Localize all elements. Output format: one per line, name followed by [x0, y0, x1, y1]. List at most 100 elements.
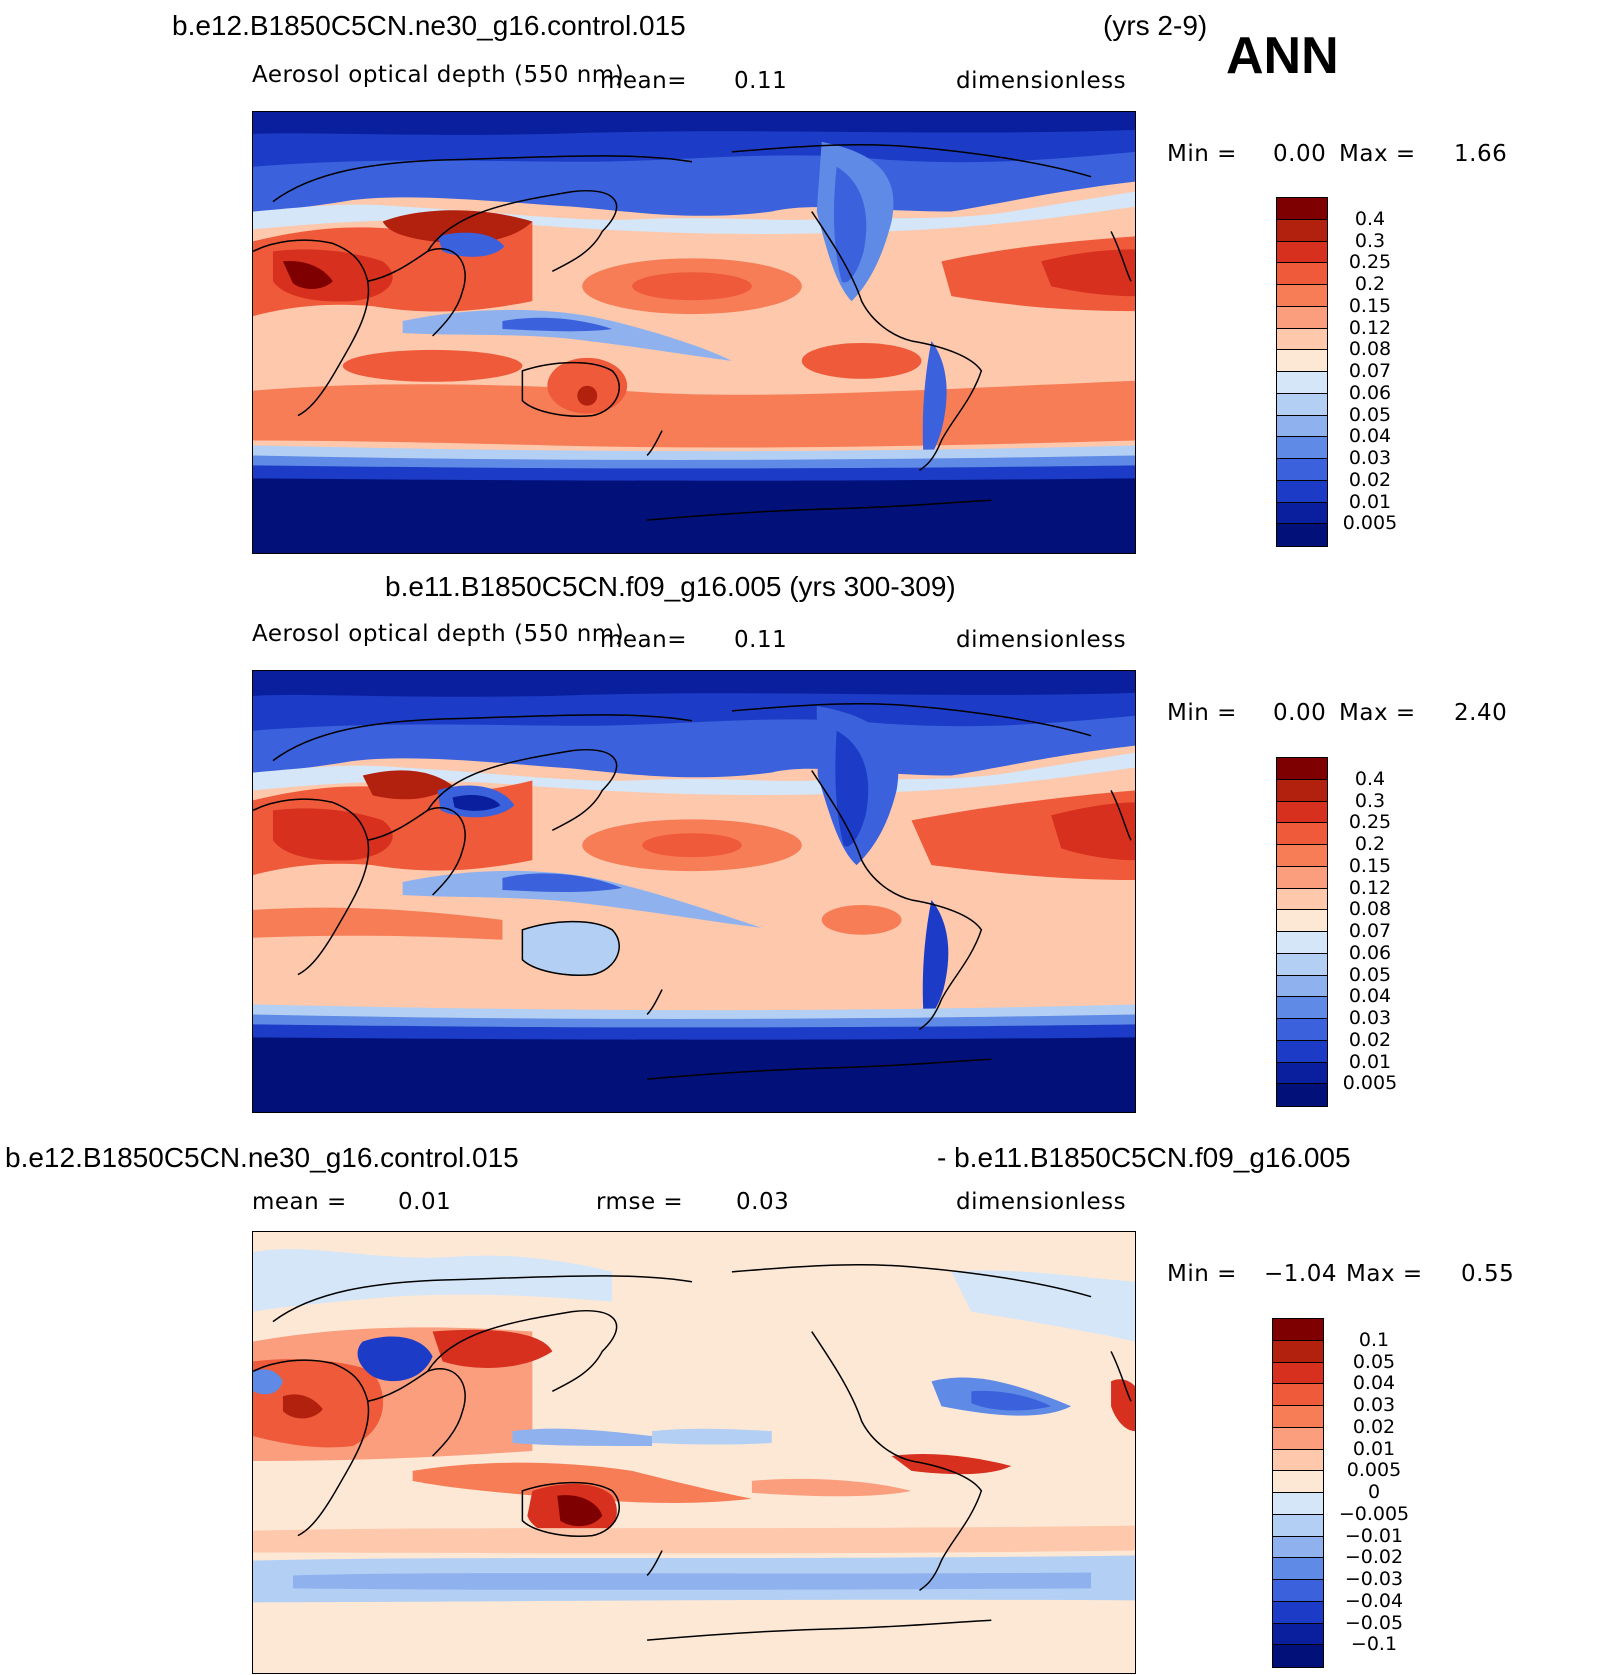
panel3-rmse-label: rmse =: [596, 1189, 684, 1215]
colorbar-label: 0.06: [1348, 381, 1392, 404]
panel3-mean-label: mean =: [252, 1189, 347, 1215]
panel1-max-label: Max =: [1339, 141, 1416, 167]
panel3-mean-value: 0.01: [398, 1189, 452, 1215]
colorbar-label: 0.15: [1348, 294, 1392, 317]
colorbar-swatch: [1273, 1580, 1323, 1602]
colorbar-swatch: [1273, 1493, 1323, 1515]
colorbar-label: 0.2: [1354, 273, 1386, 295]
colorbar-label: 0.25: [1348, 251, 1392, 274]
colorbar-label: −0.03: [1344, 1568, 1404, 1590]
panel2-title: b.e11.B1850C5CN.f09_g16.005 (yrs 300-309…: [385, 571, 956, 602]
panel3-units: dimensionless: [956, 1189, 1127, 1215]
colorbar-label: 0.01: [1348, 490, 1392, 513]
colorbar-label: 0.02: [1348, 468, 1392, 491]
colorbar-swatch: [1277, 953, 1327, 976]
colorbar-label: 0.08: [1348, 338, 1392, 361]
colorbar-label: 0.15: [1348, 854, 1392, 877]
colorbar-swatch: [1273, 1406, 1323, 1428]
panel3-colorbar: [1272, 1318, 1324, 1668]
colorbar-swatch: [1277, 758, 1327, 780]
colorbar-label: 0.4: [1354, 767, 1386, 790]
colorbar-swatch: [1273, 1319, 1323, 1341]
panel2-mean-label: mean=: [600, 627, 687, 653]
colorbar-label: 0.4: [1354, 207, 1386, 230]
panel1-colorbar-labels: 0.4 0.3 0.25 0.2 0.15 0.12 0.08 0.07 0.06 0.05 0.0…: [1330, 197, 1410, 547]
colorbar-swatch: [1277, 1062, 1327, 1085]
colorbar-swatch: [1277, 502, 1327, 525]
panel2-min-value: 0.00: [1273, 700, 1327, 726]
colorbar-label: −0.005: [1338, 1502, 1410, 1525]
colorbar-label: 0.05: [1348, 963, 1392, 986]
colorbar-label: 0.01: [1348, 1050, 1392, 1073]
colorbar-label: −0.01: [1344, 1524, 1404, 1547]
colorbar-label: 0.04: [1348, 425, 1392, 448]
panel3-max-value: 0.55: [1461, 1261, 1515, 1287]
colorbar-swatch: [1273, 1623, 1323, 1646]
panel3-min-label: Min =: [1167, 1261, 1237, 1287]
panel2-colorbar-labels: 0.4 0.3 0.25 0.2 0.15 0.12 0.08 0.07 0.06 0.05 0.0…: [1330, 757, 1410, 1107]
colorbar-swatch: [1277, 1019, 1327, 1041]
colorbar-label: 0.02: [1348, 1028, 1392, 1051]
colorbar-swatch: [1277, 328, 1327, 351]
panel3-max-label: Max =: [1346, 1261, 1423, 1287]
panel1-variable: Aerosol optical depth (550 nm): [252, 62, 625, 88]
colorbar-label: 0.07: [1348, 920, 1392, 942]
colorbar-label: 0.12: [1348, 316, 1392, 339]
panel1-min-label: Min =: [1167, 141, 1237, 167]
panel1-colorbar: [1276, 197, 1328, 547]
colorbar-label: 0.02: [1352, 1415, 1396, 1438]
colorbar-swatch: [1273, 1558, 1323, 1580]
colorbar-swatch: [1277, 1084, 1327, 1106]
colorbar-swatch: [1273, 1449, 1323, 1472]
colorbar-label: 0.25: [1348, 811, 1392, 834]
panel2-min-label: Min =: [1167, 700, 1237, 726]
colorbar-swatch: [1277, 975, 1327, 998]
panel1-mean-value: 0.11: [734, 68, 788, 94]
panel3-title-right: - b.e11.B1850C5CN.f09_g16.005: [937, 1142, 1351, 1173]
colorbar-swatch: [1277, 459, 1327, 481]
colorbar-swatch: [1277, 910, 1327, 932]
colorbar-label: −0.02: [1344, 1546, 1404, 1569]
colorbar-swatch: [1277, 997, 1327, 1019]
colorbar-swatch: [1277, 219, 1327, 242]
colorbar-label: 0.08: [1348, 898, 1392, 921]
panel1-max-value: 1.66: [1454, 141, 1508, 167]
colorbar-swatch: [1273, 1471, 1323, 1493]
panel2-max-label: Max =: [1339, 700, 1416, 726]
colorbar-label: 0.12: [1348, 876, 1392, 899]
colorbar-swatch: [1277, 1040, 1327, 1063]
colorbar-swatch: [1277, 866, 1327, 889]
colorbar-label: 0.03: [1348, 1007, 1392, 1029]
colorbar-label: 0: [1367, 1481, 1381, 1503]
colorbar-swatch: [1273, 1645, 1323, 1667]
panel3-colorbar-labels: 0.1 0.05 0.04 0.03 0.02 0.01 0.005 0 −0.005 −0.01…: [1334, 1318, 1414, 1668]
colorbar-swatch: [1277, 372, 1327, 394]
colorbar-swatch: [1277, 350, 1327, 372]
colorbar-label: −0.1: [1350, 1633, 1398, 1656]
colorbar-label: 0.01: [1352, 1437, 1396, 1460]
colorbar-label: −0.04: [1344, 1589, 1404, 1612]
colorbar-swatch: [1273, 1601, 1323, 1624]
panel3-title-left: b.e12.B1850C5CN.ne30_g16.control.015: [5, 1142, 519, 1173]
colorbar-label: 0.04: [1352, 1372, 1396, 1395]
colorbar-label: 0.3: [1354, 229, 1386, 252]
panel2-units: dimensionless: [956, 627, 1127, 653]
colorbar-label: 0.005: [1346, 1459, 1402, 1482]
colorbar-label: 0.1: [1358, 1328, 1390, 1351]
colorbar-swatch: [1277, 263, 1327, 285]
panel3-map: [252, 1231, 1136, 1674]
colorbar-label: 0.07: [1348, 360, 1392, 382]
colorbar-label: 0.04: [1348, 985, 1392, 1008]
colorbar-label: 0.03: [1352, 1394, 1396, 1416]
colorbar-swatch: [1277, 524, 1327, 546]
colorbar-swatch: [1277, 480, 1327, 503]
panel1-mean-label: mean=: [600, 68, 687, 94]
colorbar-swatch: [1277, 393, 1327, 416]
colorbar-swatch: [1277, 888, 1327, 911]
colorbar-label: 0.005: [1342, 1072, 1398, 1095]
colorbar-swatch: [1277, 241, 1327, 264]
panel2-max-value: 2.40: [1454, 700, 1508, 726]
colorbar-swatch: [1273, 1536, 1323, 1559]
panel1-min-value: 0.00: [1273, 141, 1327, 167]
colorbar-swatch: [1277, 437, 1327, 459]
